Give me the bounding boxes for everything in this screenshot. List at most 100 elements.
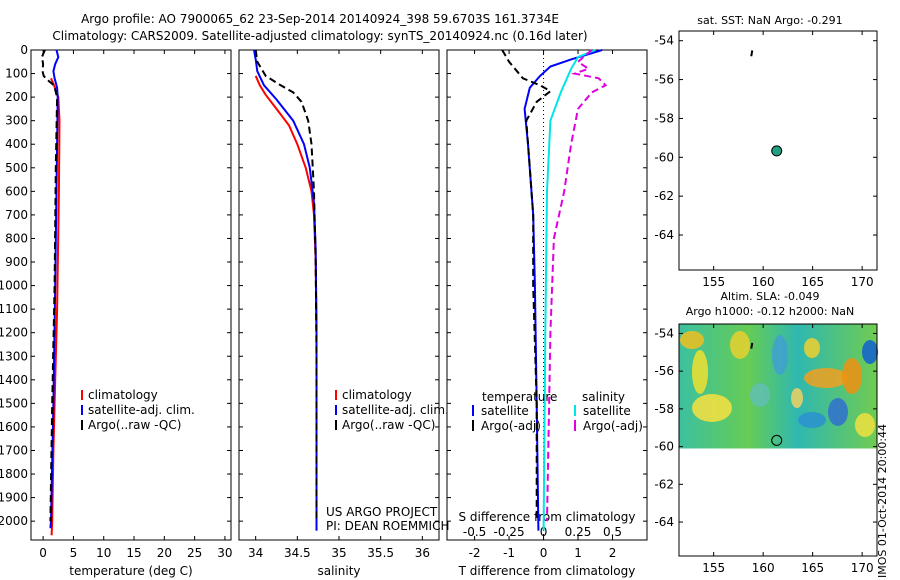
island-coastline <box>750 50 754 57</box>
sla-anomaly-patch <box>804 368 848 388</box>
sla-anomaly-patch <box>772 335 788 375</box>
island-coastline <box>750 342 754 349</box>
series-line-2 <box>501 49 553 522</box>
series-line-3 <box>40 49 59 522</box>
map-frame <box>678 30 878 271</box>
x-tick-label: -1 <box>503 546 515 560</box>
legend-label: Argo(..raw -QC) <box>88 418 181 432</box>
top-tick-label: 0.25 <box>565 525 592 539</box>
y-tick-label: 1100 <box>0 302 28 316</box>
series-line-1 <box>523 49 603 531</box>
x-axis-label: temperature (deg C) <box>69 564 192 578</box>
x-axis-label: salinity <box>317 564 360 578</box>
profile-panel-1: 0 5 10 15 20 25 30 temperature (deg C) 0 100 200 30… <box>0 43 233 578</box>
lat-tick-label: -60 <box>654 150 674 164</box>
top-tick-label: -0.5 <box>463 525 486 539</box>
series-line-2 <box>49 49 60 529</box>
y-tick-label: 600 <box>5 184 28 198</box>
y-tick-label: 2000 <box>0 514 28 528</box>
y-tick-label: 1200 <box>0 326 28 340</box>
legend-label: satellite-adj. clim. <box>342 403 449 417</box>
credit-line2: PI: DEAN ROEMMICH <box>326 519 449 533</box>
sla-anomaly-patch <box>842 358 862 394</box>
y-tick-label: 500 <box>5 161 28 175</box>
lon-tick-label: 155 <box>702 561 725 575</box>
lon-tick-label: 160 <box>752 275 775 289</box>
y-tick-label: 300 <box>5 114 28 128</box>
y-tick-label: 1700 <box>0 443 28 457</box>
top-axis-label: S difference from climatology <box>459 510 636 524</box>
profile-location-marker <box>771 434 783 446</box>
sla-anomaly-patch <box>855 413 875 437</box>
x-tick-label: 34.5 <box>284 546 311 560</box>
map-sla-title-1: Altim. SLA: -0.049 <box>720 290 820 303</box>
y-tick-label: 1300 <box>0 349 28 363</box>
x-tick-label: 36 <box>415 546 430 560</box>
sla-anomaly-patch <box>680 331 704 349</box>
legend-label: Argo(-adj) <box>481 419 541 433</box>
lat-tick-label: -60 <box>654 440 674 454</box>
sla-anomaly-patch <box>692 394 732 422</box>
x-tick-label: 35.5 <box>367 546 394 560</box>
series-line-1 <box>254 75 318 531</box>
lat-tick-label: -58 <box>654 402 674 416</box>
y-tick-label: 200 <box>5 90 28 104</box>
lon-tick-label: 170 <box>851 561 874 575</box>
x-tick-label: 0 <box>540 546 548 560</box>
legend-label: climatology <box>342 388 412 402</box>
y-tick-label: 1900 <box>0 491 28 505</box>
plot-frame <box>446 49 648 541</box>
y-tick-label: 0 <box>20 43 28 57</box>
plot-frame <box>30 49 232 541</box>
legend-label: satellite-adj. clim. <box>88 403 195 417</box>
legend-header-salinity: salinity <box>582 390 625 404</box>
credit-line1: US ARGO PROJECT <box>326 505 438 519</box>
sla-anomaly-patch <box>804 338 820 358</box>
legend-label: Argo(-adj) <box>583 419 643 433</box>
sla-anomaly-patch <box>798 412 826 428</box>
lon-tick-label: 170 <box>851 275 874 289</box>
x-tick-label: 10 <box>96 546 111 560</box>
legend-label: climatology <box>88 388 158 402</box>
x-tick-label: 15 <box>126 546 141 560</box>
profile-panel-3: -2 -1 0 1 2 T difference from climatology S di… <box>446 49 648 578</box>
legend-label: satellite <box>481 404 529 418</box>
y-tick-label: 400 <box>5 137 28 151</box>
series-line-3 <box>542 49 596 531</box>
y-tick-label: 1400 <box>0 373 28 387</box>
profile-panel-2: 34 34.5 35 35.5 36 salinity climatologysatelli… <box>238 49 449 578</box>
x-tick-label: 2 <box>609 546 617 560</box>
y-tick-label: 1500 <box>0 396 28 410</box>
lon-tick-label: 160 <box>752 561 775 575</box>
chart-subtitle: Climatology: CARS2009. Satellite-adjuste… <box>52 29 588 43</box>
x-tick-label: 20 <box>157 546 172 560</box>
top-tick-label: -0.25 <box>494 525 525 539</box>
lat-tick-label: -56 <box>654 73 674 87</box>
lat-tick-label: -64 <box>654 515 674 529</box>
map-sst-title: sat. SST: NaN Argo: -0.291 <box>697 14 843 27</box>
x-tick-label: 30 <box>217 546 232 560</box>
x-tick-label: 34 <box>248 546 263 560</box>
x-axis-label: T difference from climatology <box>458 564 636 578</box>
map-panel-2: 155 160 165 170 -54 -56 -58 -60 -62 -64 <box>654 323 878 575</box>
top-tick-label: 0 <box>540 525 548 539</box>
legend-header-temperature: temperature <box>482 390 557 404</box>
sla-anomaly-patch <box>692 350 708 394</box>
lat-tick-label: -62 <box>654 189 674 203</box>
y-tick-label: 100 <box>5 67 28 81</box>
y-tick-label: 700 <box>5 208 28 222</box>
lat-tick-label: -58 <box>654 111 674 125</box>
sla-anomaly-patch <box>730 331 750 359</box>
map-panel-1: 155 160 165 170 -54 -56 -58 -60 -62 -64 <box>654 30 878 289</box>
map-sla-title-2: Argo h1000: -0.12 h2000: NaN <box>685 305 855 318</box>
y-tick-label: 1000 <box>0 279 28 293</box>
x-tick-label: 5 <box>70 546 78 560</box>
y-tick-label: 900 <box>5 255 28 269</box>
top-tick-label: 0.5 <box>603 525 622 539</box>
chart-title: Argo profile: AO 7900065_62 23-Sep-2014 … <box>81 12 559 26</box>
sla-anomaly-patch <box>828 398 848 426</box>
y-tick-label: 1600 <box>0 420 28 434</box>
